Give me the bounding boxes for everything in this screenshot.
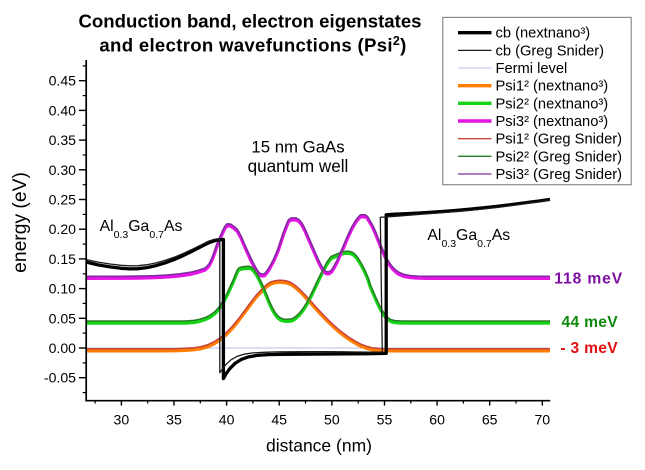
svg-text:Psi3² (nextnano³): Psi3² (nextnano³) (496, 114, 609, 130)
svg-text:0.15: 0.15 (49, 251, 77, 267)
svg-text:distance (nm): distance (nm) (266, 436, 372, 456)
svg-text:0.35: 0.35 (49, 132, 77, 148)
svg-text:cb (Greg Snider): cb (Greg Snider) (496, 43, 605, 59)
svg-text:Psi2² (nextnano³): Psi2² (nextnano³) (496, 96, 609, 112)
svg-text:0.40: 0.40 (49, 102, 77, 118)
svg-text:Psi1² (nextnano³): Psi1² (nextnano³) (496, 79, 609, 95)
svg-text:15 nm GaAs: 15 nm GaAs (251, 137, 344, 156)
svg-text:65: 65 (482, 411, 498, 427)
svg-text:0.45: 0.45 (49, 73, 77, 89)
svg-text:70: 70 (534, 411, 550, 427)
svg-text:40: 40 (219, 411, 235, 427)
svg-text:0.20: 0.20 (49, 221, 77, 237)
svg-text:0.05: 0.05 (49, 310, 77, 326)
svg-text:Psi2² (Greg Snider): Psi2² (Greg Snider) (496, 149, 623, 165)
svg-text:0.30: 0.30 (49, 162, 77, 178)
svg-text:-0.05: -0.05 (44, 370, 76, 386)
svg-text:Conduction band, electron eige: Conduction band, electron eigenstates (79, 10, 422, 31)
svg-text:45: 45 (271, 411, 287, 427)
svg-text:55: 55 (377, 411, 393, 427)
svg-text:Fermi level: Fermi level (496, 61, 568, 77)
svg-text:0.10: 0.10 (49, 281, 77, 297)
svg-text:118 meV: 118 meV (554, 270, 623, 287)
svg-text:30: 30 (114, 411, 130, 427)
svg-text:Psi3² (Greg Snider): Psi3² (Greg Snider) (496, 167, 623, 183)
svg-text:and electron wavefunctions (Ps: and electron wavefunctions (Psi2) (99, 34, 406, 56)
svg-text:cb (nextnano³): cb (nextnano³) (496, 26, 591, 42)
svg-text:0.00: 0.00 (49, 340, 77, 356)
svg-text:quantum well: quantum well (248, 157, 349, 176)
svg-text:Psi1² (Greg Snider): Psi1² (Greg Snider) (496, 132, 623, 148)
svg-text:- 3 meV: - 3 meV (560, 340, 618, 357)
svg-text:50: 50 (324, 411, 340, 427)
svg-text:35: 35 (166, 411, 182, 427)
svg-text:energy (eV): energy (eV) (10, 172, 31, 273)
svg-text:0.25: 0.25 (49, 192, 77, 208)
svg-text:60: 60 (429, 411, 445, 427)
svg-text:44 meV: 44 meV (562, 314, 619, 331)
